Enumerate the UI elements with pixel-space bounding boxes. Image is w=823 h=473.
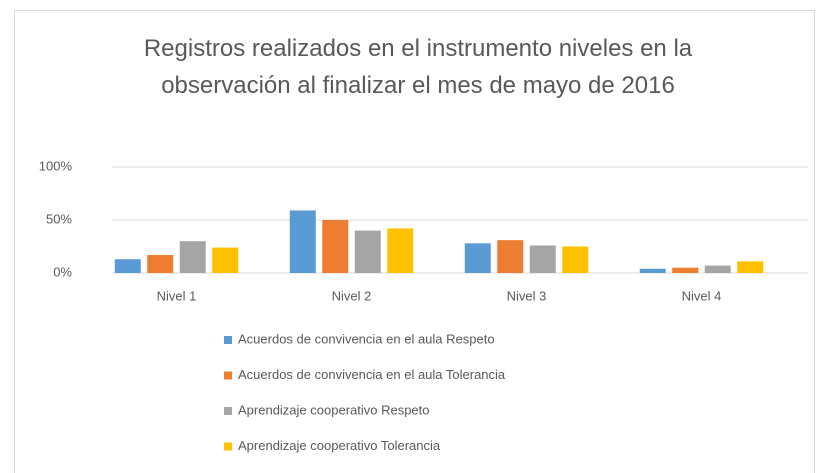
bar <box>529 245 556 273</box>
bar <box>114 259 141 273</box>
y-tick-label: 50% <box>46 211 72 226</box>
bar <box>322 220 349 273</box>
x-tick-label: Nivel 2 <box>332 288 372 303</box>
bar <box>289 210 316 273</box>
y-tick-label: 0% <box>53 264 72 279</box>
bar <box>704 265 731 273</box>
bar <box>639 268 666 273</box>
x-tick-label: Nivel 4 <box>682 288 722 303</box>
x-tick-label: Nivel 1 <box>157 288 197 303</box>
legend-label: Acuerdos de convivencia en el aula Toler… <box>238 367 506 382</box>
chart-border <box>14 10 815 473</box>
bar <box>497 240 524 273</box>
bar <box>562 246 589 273</box>
bar <box>212 247 239 273</box>
bar <box>387 228 414 273</box>
legend-label: Acuerdos de convivencia en el aula Respe… <box>238 331 495 346</box>
chart-title: Registros realizados en el instrumento n… <box>143 35 693 99</box>
legend-swatch <box>224 442 232 451</box>
legend-swatch <box>224 336 232 344</box>
legend-label: Aprendizaje cooperativo Tolerancia <box>238 438 441 453</box>
y-tick-label: 100% <box>39 158 73 173</box>
legend-swatch <box>224 407 232 415</box>
legend-swatch <box>224 371 232 380</box>
bar <box>147 254 174 273</box>
bar <box>179 241 206 273</box>
x-tick-label: Nivel 3 <box>507 288 547 303</box>
bar <box>672 267 699 273</box>
bar <box>354 230 381 273</box>
bar <box>464 243 491 273</box>
bar <box>737 261 764 273</box>
legend-label: Aprendizaje cooperativo Respeto <box>238 402 430 417</box>
